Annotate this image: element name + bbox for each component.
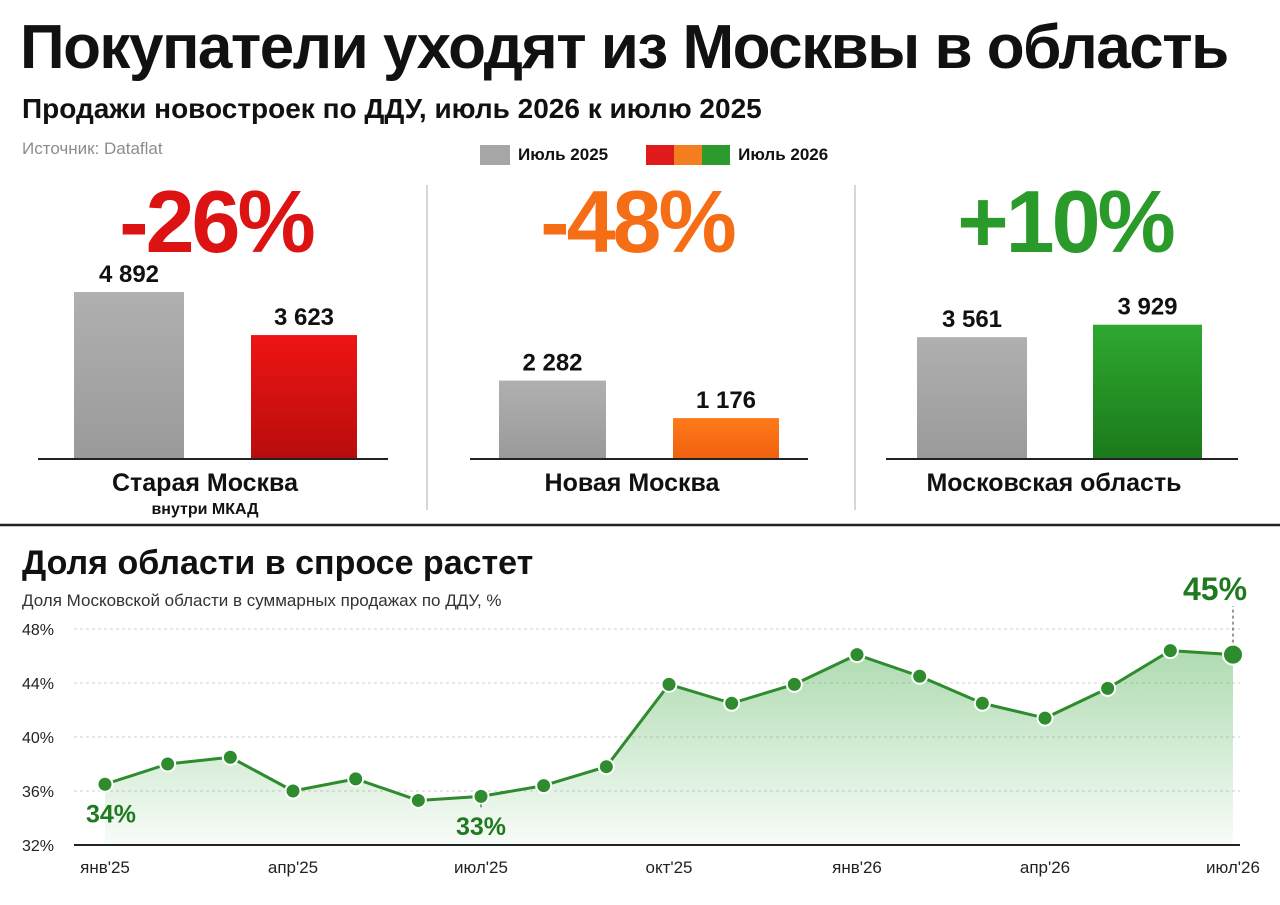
data-point — [159, 755, 177, 773]
region-label: Московская область — [926, 469, 1181, 497]
bar — [499, 380, 606, 458]
source-note: Источник: Dataflat — [22, 139, 163, 158]
bar-panel: -48% 2 282 1 176 Новая Москва — [470, 172, 808, 497]
legend: Июль 2025 Июль 2026 — [480, 144, 856, 166]
data-point — [911, 667, 929, 685]
data-point — [347, 770, 365, 788]
annotation-label: 33% — [456, 813, 506, 841]
change-percent-label: -48% — [540, 172, 734, 271]
data-point — [96, 775, 114, 793]
bar-value-label: 4 892 — [99, 261, 159, 288]
area-fill — [105, 650, 1233, 845]
bar-panel: +10% 3 561 3 929 Московская область — [886, 172, 1238, 497]
y-tick-label: 36% — [22, 784, 54, 801]
data-point — [973, 694, 991, 712]
legend-swatch-colored — [646, 145, 731, 165]
data-point — [221, 748, 239, 766]
x-tick-label: окт'25 — [645, 858, 692, 877]
x-tick-label: июл'25 — [454, 858, 508, 877]
data-point — [409, 791, 427, 809]
data-point — [284, 782, 302, 800]
data-point — [848, 646, 866, 664]
line-chart-subtitle: Доля Московской области в суммарных прод… — [22, 591, 502, 610]
x-tick-label: янв'26 — [832, 858, 882, 877]
page-title: Покупатели уходят из Москвы в область — [20, 13, 1229, 82]
x-tick-label: апр'25 — [268, 858, 318, 877]
bar-value-label: 3 929 — [1117, 294, 1177, 321]
legend-label-curr: Июль 2026 — [738, 145, 829, 164]
legend-item-prev: Июль 2025 — [480, 145, 608, 165]
change-percent-label: -26% — [119, 172, 313, 271]
data-point — [1036, 709, 1054, 727]
bar-value-label: 3 561 — [942, 306, 1002, 333]
y-tick-label: 48% — [22, 622, 54, 639]
bar — [1093, 324, 1202, 458]
annotation-label: 45% — [1183, 571, 1247, 607]
bar — [673, 418, 779, 458]
data-point — [472, 787, 490, 805]
region-label: Новая Москва — [545, 469, 721, 497]
y-tick-label: 44% — [22, 676, 54, 693]
bar — [251, 335, 357, 458]
annotation-label: 34% — [86, 800, 136, 828]
region-label: Старая Москва — [112, 469, 299, 497]
bar-panel: -26%4 892 3 623 Старая Москва внутри МКАД — [38, 172, 388, 518]
y-tick-label: 40% — [22, 730, 54, 747]
line-chart-title: Доля области в спросе растет — [22, 544, 533, 582]
legend-item-curr: Июль 2026 — [646, 145, 828, 165]
data-point — [723, 694, 741, 712]
bar — [74, 292, 184, 458]
x-tick-label: июл'26 — [1206, 858, 1260, 877]
y-tick-label: 32% — [22, 838, 54, 855]
legend-label-prev: Июль 2025 — [518, 145, 609, 164]
region-note: внутри МКАД — [151, 501, 259, 518]
x-tick-label: апр'26 — [1020, 858, 1070, 877]
page-subtitle: Продажи новостроек по ДДУ, июль 2026 к и… — [22, 93, 762, 124]
data-point — [597, 758, 615, 776]
change-percent-label: +10% — [957, 172, 1173, 271]
bar-value-label: 2 282 — [522, 350, 582, 377]
data-point — [1161, 642, 1179, 660]
data-point — [1099, 679, 1117, 697]
data-point — [1222, 643, 1244, 666]
legend-swatch-grey — [480, 145, 510, 165]
bar-value-label: 3 623 — [274, 304, 334, 331]
data-point — [660, 675, 678, 693]
x-tick-label: янв'25 — [80, 858, 130, 877]
data-point — [785, 675, 803, 693]
bar-value-label: 1 176 — [696, 387, 756, 414]
bar — [917, 337, 1027, 458]
data-point — [535, 777, 553, 795]
